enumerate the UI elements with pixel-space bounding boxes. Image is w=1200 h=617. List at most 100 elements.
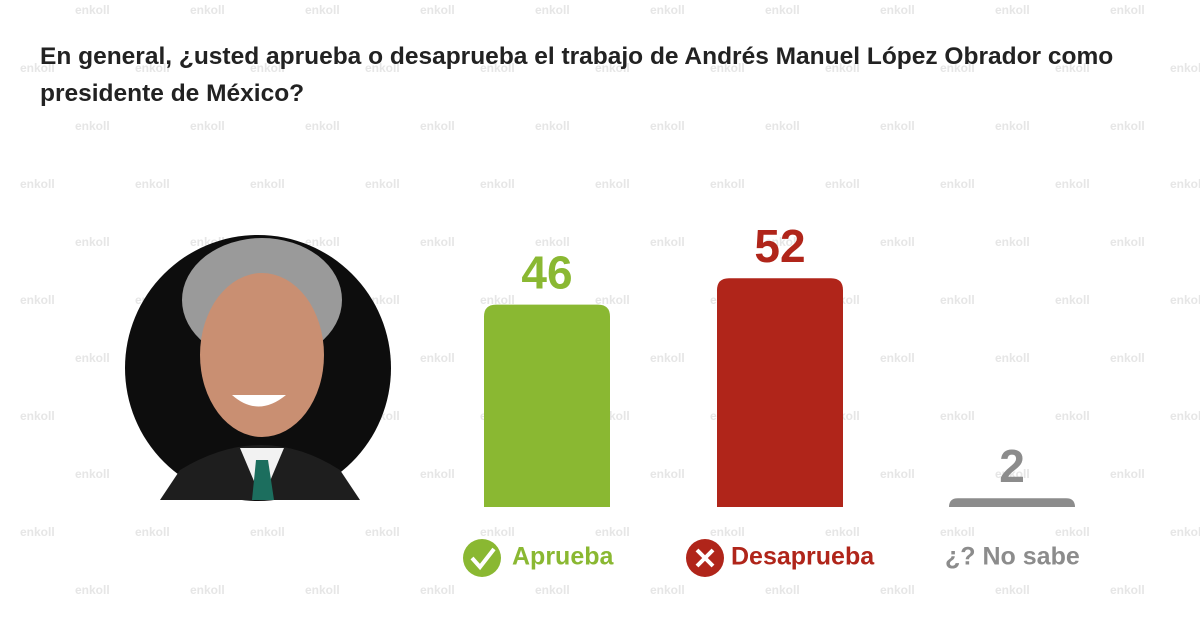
watermark: enkoll (1170, 409, 1200, 423)
watermark: enkoll (420, 3, 455, 17)
watermark: enkoll (135, 177, 170, 191)
watermark: enkoll (710, 525, 745, 539)
value-label: 52 (754, 220, 805, 272)
watermark: enkoll (765, 235, 800, 249)
watermark: enkoll (880, 583, 915, 597)
watermark: enkoll (420, 467, 455, 481)
watermark: enkoll (420, 583, 455, 597)
watermark: enkoll (420, 119, 455, 133)
watermark: enkoll (135, 525, 170, 539)
watermark: enkoll (1110, 235, 1145, 249)
check-mark (470, 547, 496, 571)
watermark: enkoll (20, 61, 55, 75)
watermark: enkoll (765, 583, 800, 597)
watermark: enkoll (1055, 61, 1090, 75)
watermark: enkoll (1110, 3, 1145, 17)
value-label: 2 (999, 440, 1025, 492)
watermark: enkoll (1055, 177, 1090, 191)
watermark: enkoll (535, 235, 570, 249)
watermark: enkoll (135, 61, 170, 75)
watermark: enkoll (305, 3, 340, 17)
watermark: enkoll (995, 235, 1030, 249)
bar (717, 278, 843, 507)
watermark: enkoll (20, 177, 55, 191)
watermark: enkoll (825, 525, 860, 539)
watermark: enkoll (765, 119, 800, 133)
watermark: enkoll (305, 119, 340, 133)
watermark: enkoll (75, 351, 110, 365)
watermark: enkoll (995, 351, 1030, 365)
category-label: ¿? No sabe (945, 543, 1080, 571)
watermark: enkoll (710, 177, 745, 191)
watermark: enkoll (1055, 525, 1090, 539)
watermark: enkoll (1110, 467, 1145, 481)
watermark: enkoll (650, 583, 685, 597)
check-icon (463, 539, 501, 577)
watermark: enkoll (480, 61, 515, 75)
watermark: enkoll (995, 467, 1030, 481)
watermark: enkoll (305, 583, 340, 597)
watermark: enkoll (75, 3, 110, 17)
watermark: enkoll (1170, 293, 1200, 307)
watermark: enkoll (650, 351, 685, 365)
watermark: enkoll (1170, 177, 1200, 191)
face (200, 273, 324, 437)
chart-title: En general, ¿usted aprueba o desaprueba … (40, 43, 1114, 107)
category-label: Desaprueba (731, 543, 875, 571)
watermark: enkoll (880, 351, 915, 365)
x-mark (695, 548, 715, 568)
watermark: enkoll (480, 525, 515, 539)
watermark: enkoll (825, 61, 860, 75)
watermark: enkoll (595, 293, 630, 307)
watermark: enkoll (1110, 119, 1145, 133)
watermark: enkoll (535, 119, 570, 133)
watermark: enkoll (710, 61, 745, 75)
watermark: enkoll (995, 3, 1030, 17)
smile (232, 395, 286, 407)
watermark: enkoll (880, 235, 915, 249)
bar (484, 304, 610, 507)
watermark: enkoll (250, 525, 285, 539)
watermark: enkoll (1170, 61, 1200, 75)
watermark: enkoll (20, 293, 55, 307)
watermark: enkoll (75, 119, 110, 133)
watermark: enkoll (250, 61, 285, 75)
watermark: enkoll (1110, 583, 1145, 597)
watermark: enkoll (535, 3, 570, 17)
watermark: enkoll (650, 119, 685, 133)
watermark: enkoll (190, 3, 225, 17)
watermark: enkoll (940, 409, 975, 423)
watermark: enkoll (650, 3, 685, 17)
watermark: enkoll (650, 467, 685, 481)
watermark: enkoll (940, 293, 975, 307)
watermark: enkoll (595, 61, 630, 75)
watermark: enkoll (480, 293, 515, 307)
watermark: enkoll (190, 583, 225, 597)
watermark: enkoll (595, 177, 630, 191)
watermark: enkoll (765, 3, 800, 17)
watermark: enkoll (75, 467, 110, 481)
watermark: enkoll (190, 119, 225, 133)
watermark: enkoll (420, 235, 455, 249)
watermark: enkoll (1055, 293, 1090, 307)
watermark: enkoll (365, 61, 400, 75)
watermark: enkoll (880, 467, 915, 481)
photo (125, 235, 391, 501)
watermark: enkoll (20, 525, 55, 539)
bar (949, 498, 1075, 507)
watermark: enkoll (825, 177, 860, 191)
watermark: enkoll (365, 525, 400, 539)
watermark: enkoll (595, 525, 630, 539)
watermark: enkoll (650, 235, 685, 249)
watermark: enkoll (75, 583, 110, 597)
watermark: enkoll (365, 177, 400, 191)
category-label: Aprueba (512, 543, 615, 571)
watermark: enkoll (250, 177, 285, 191)
watermark: enkoll (995, 583, 1030, 597)
value-label: 46 (521, 247, 572, 299)
tie (252, 460, 274, 500)
watermark: enkoll (940, 177, 975, 191)
watermark: enkoll (940, 61, 975, 75)
